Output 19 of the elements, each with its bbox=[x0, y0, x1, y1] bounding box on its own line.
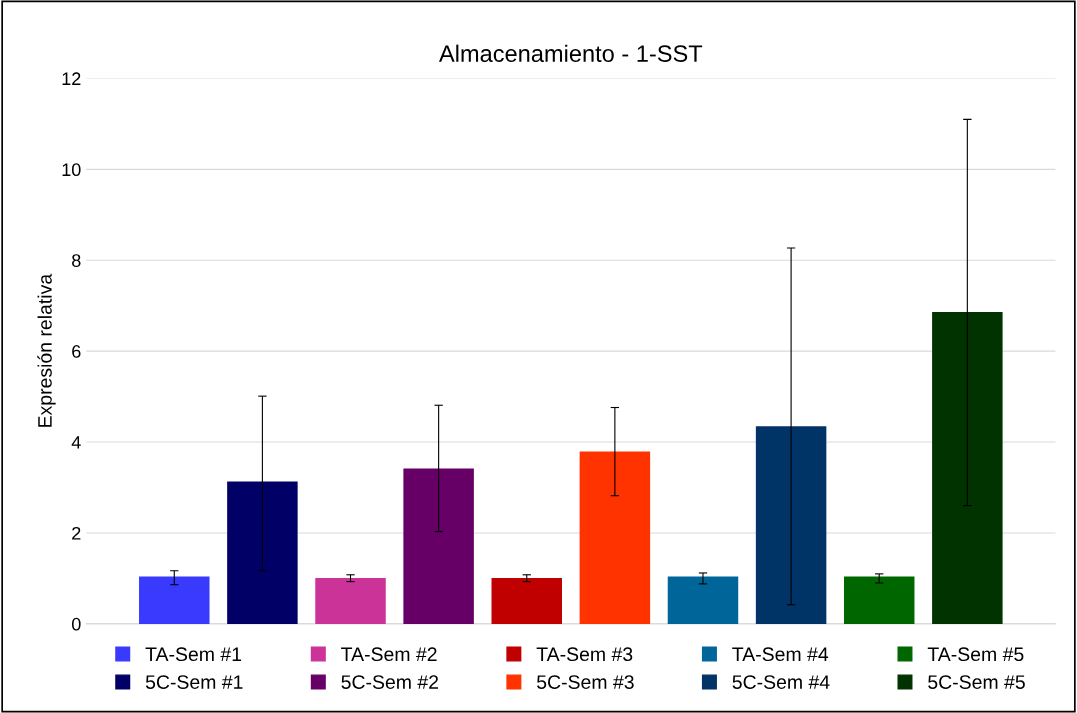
legend-label: 5C-Sem #3 bbox=[537, 675, 634, 689]
y-tick-label: 2 bbox=[72, 526, 81, 540]
legend-label: 5C-Sem #2 bbox=[341, 675, 439, 689]
legend-label: 5C-Sem #5 bbox=[928, 675, 1025, 689]
y-axis-title: Expresión relativa bbox=[37, 273, 56, 427]
legend-label: 5C-Sem #1 bbox=[145, 675, 243, 689]
legend-label: TA-Sem #5 bbox=[927, 647, 1024, 662]
y-tick-label: 10 bbox=[62, 163, 81, 177]
y-tick-label: 8 bbox=[72, 254, 81, 267]
legend-label: TA-Sem #1 bbox=[145, 647, 242, 662]
legend-label: TA-Sem #4 bbox=[732, 647, 829, 662]
y-tick-label: 4 bbox=[71, 436, 81, 449]
legend-label: 5C-Sem #4 bbox=[732, 675, 830, 689]
chart-title: Almacenamiento - 1-SST bbox=[438, 44, 703, 62]
legend-label: TA-Sem #2 bbox=[341, 647, 437, 662]
y-tick-label: 12 bbox=[62, 72, 81, 85]
y-tick-label: 0 bbox=[71, 617, 81, 631]
y-tick-label: 6 bbox=[72, 345, 81, 358]
legend-label: TA-Sem #3 bbox=[536, 647, 633, 662]
